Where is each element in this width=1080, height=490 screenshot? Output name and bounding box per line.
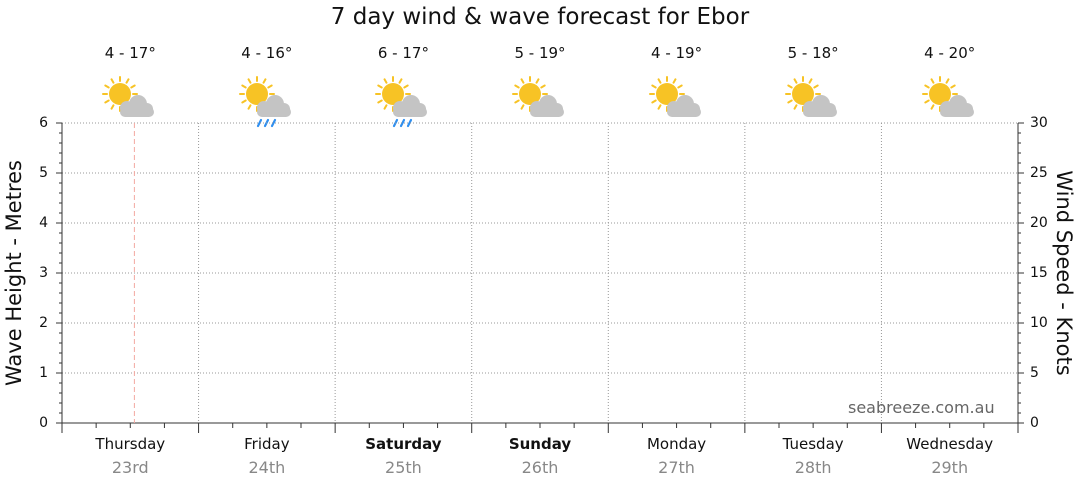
sun-cloud-rain-icon [373,74,433,128]
y-right-tick-label: 25 [1030,165,1048,181]
sun-behind-cloud-icon [100,74,160,124]
y-left-tick-label: 1 [39,365,48,381]
temperature-range: 4 - 17° [104,44,156,62]
date-label: 28th [794,458,832,477]
temperature-range: 4 - 19° [651,44,703,62]
day-label: Sunday [508,435,572,453]
temperature-range: 6 - 17° [377,44,429,62]
y-left-tick-label: 3 [39,265,48,281]
day-label: Tuesday [782,435,844,453]
sun-cloud-rain-icon [237,74,297,128]
date-label: 25th [385,458,422,477]
y-right-tick-label: 15 [1030,265,1048,281]
day-label: Wednesday [906,435,994,453]
y-axis-left-label: Wave Height - Metres [2,160,26,386]
date-label: 23rd [111,458,149,477]
y-axis-right-label: Wind Speed - Knots [1052,170,1076,376]
temperature-range: 4 - 20° [924,44,976,62]
y-left-tick-label: 5 [39,165,48,181]
y-right-tick-label: 10 [1030,315,1048,331]
watermark: seabreeze.com.au [848,398,995,417]
sun-behind-cloud-icon [920,74,980,124]
y-right-tick-label: 20 [1030,215,1048,231]
chart-title: 7 day wind & wave forecast for Ebor [330,4,750,30]
y-left-tick-label: 4 [39,215,48,231]
sun-behind-cloud-icon [647,74,707,124]
day-label: Saturday [365,435,442,453]
y-left-tick-label: 0 [39,415,48,431]
sun-behind-cloud-icon [510,74,570,124]
date-label: 24th [248,458,286,477]
y-right-tick-label: 30 [1030,115,1048,131]
day-label: Monday [646,435,707,453]
day-label: Friday [244,435,290,453]
temperature-range: 5 - 19° [514,44,566,62]
y-left-tick-label: 2 [39,315,48,331]
sun-behind-cloud-icon [783,74,843,124]
y-right-tick-label: 0 [1030,415,1039,431]
date-label: 26th [521,458,559,477]
temperature-range: 5 - 18° [787,44,839,62]
date-label: 27th [658,458,695,477]
temperature-range: 4 - 16° [241,44,293,62]
date-label: 29th [931,458,969,477]
y-left-tick-label: 6 [39,115,48,131]
day-label: Thursday [95,435,166,453]
y-right-tick-label: 5 [1030,365,1039,381]
